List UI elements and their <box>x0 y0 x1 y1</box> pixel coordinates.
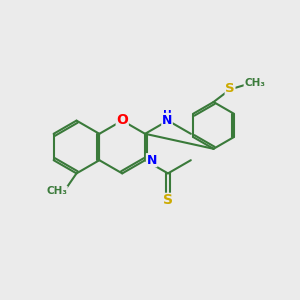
Text: S: S <box>163 194 173 207</box>
Text: N: N <box>146 154 157 167</box>
Text: CH₃: CH₃ <box>46 186 67 197</box>
Text: N: N <box>162 113 172 127</box>
Text: S: S <box>225 82 235 95</box>
Text: O: O <box>116 113 128 127</box>
Text: CH₃: CH₃ <box>244 78 265 88</box>
Text: H: H <box>163 110 171 120</box>
